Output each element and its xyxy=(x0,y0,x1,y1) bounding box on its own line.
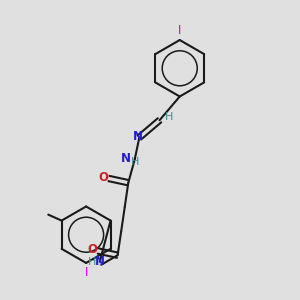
Text: N: N xyxy=(95,255,105,268)
Text: I: I xyxy=(178,24,181,37)
Text: O: O xyxy=(87,243,97,256)
Text: N: N xyxy=(121,152,131,165)
Text: H: H xyxy=(165,112,173,122)
Text: I: I xyxy=(84,266,88,279)
Text: H: H xyxy=(131,158,139,167)
Text: O: O xyxy=(98,170,108,184)
Text: N: N xyxy=(133,130,143,143)
Text: H: H xyxy=(88,257,96,267)
